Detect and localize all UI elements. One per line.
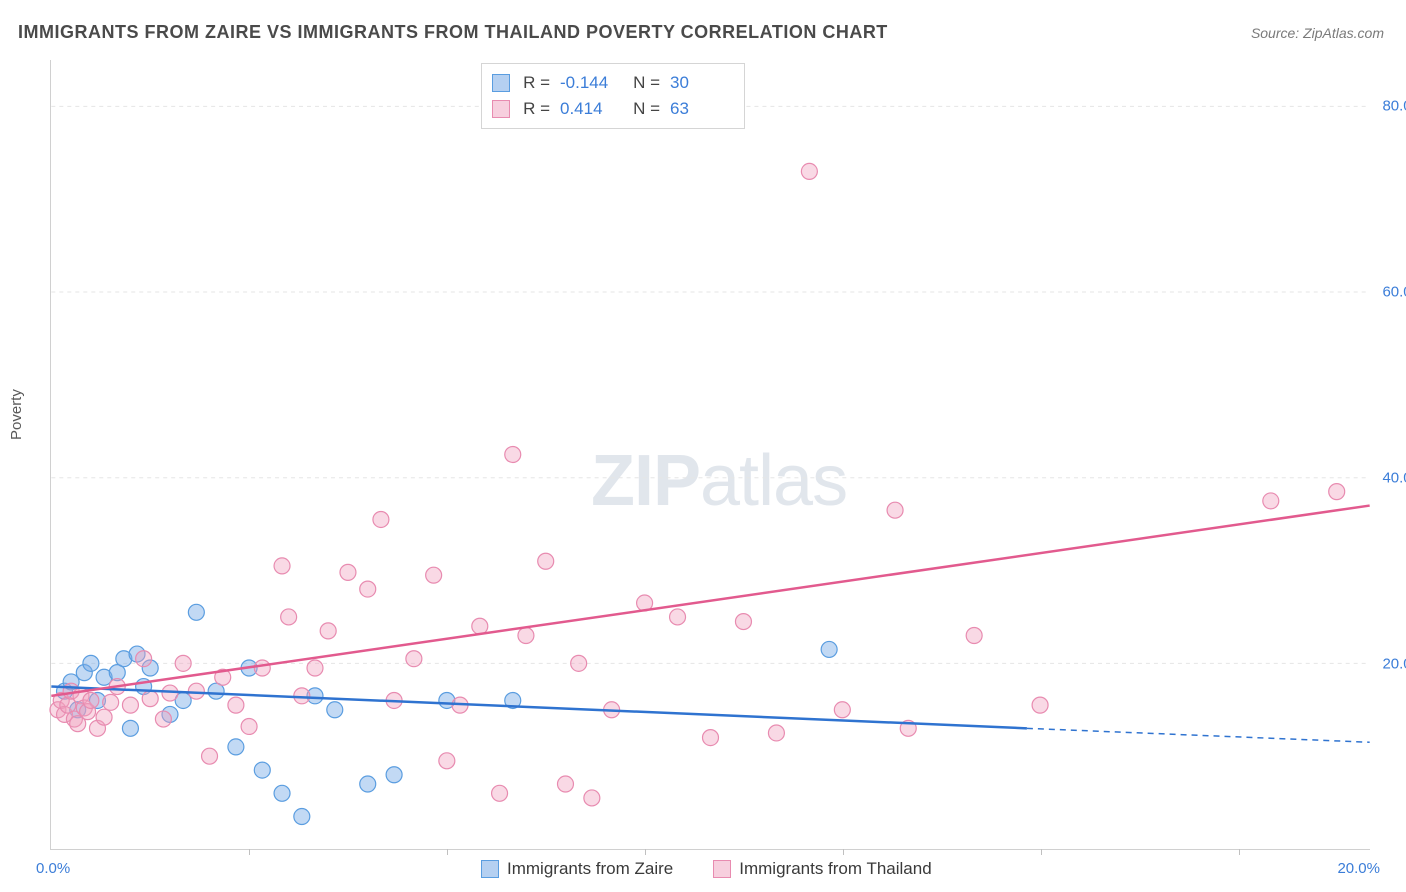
swatch-zaire (492, 74, 510, 92)
chart-plot-area: ZIPatlas R = -0.144 N = 30 R = 0.414 N =… (50, 60, 1370, 850)
legend-swatch-zaire (481, 860, 499, 878)
legend-item-thailand: Immigrants from Thailand (713, 859, 931, 879)
y-axis-label: Poverty (8, 389, 25, 440)
y-tick-label: 20.0% (1382, 656, 1406, 673)
x-axis-max-label: 20.0% (1337, 860, 1380, 877)
x-tick (1239, 849, 1240, 855)
swatch-thailand (492, 100, 510, 118)
x-tick (249, 849, 250, 855)
stat-label-r: R = (520, 96, 550, 122)
source-credit: Source: ZipAtlas.com (1251, 25, 1384, 41)
y-tick-label: 40.0% (1382, 470, 1406, 487)
stat-thailand-r: 0.414 (560, 96, 620, 122)
stat-zaire-r: -0.144 (560, 70, 620, 96)
x-tick (447, 849, 448, 855)
correlation-stats-box: R = -0.144 N = 30 R = 0.414 N = 63 (481, 63, 745, 129)
x-tick (1041, 849, 1042, 855)
x-axis-min-label: 0.0% (36, 860, 70, 877)
legend-item-zaire: Immigrants from Zaire (481, 859, 673, 879)
scatter-svg (51, 60, 1370, 849)
x-tick (843, 849, 844, 855)
stat-label-n: N = (630, 70, 660, 96)
stat-label-r: R = (520, 70, 550, 96)
y-tick-label: 80.0% (1382, 98, 1406, 115)
legend-label-zaire: Immigrants from Zaire (507, 859, 673, 879)
stat-label-n: N = (630, 96, 660, 122)
y-tick-label: 60.0% (1382, 284, 1406, 301)
stat-row-thailand: R = 0.414 N = 63 (492, 96, 730, 122)
legend-swatch-thailand (713, 860, 731, 878)
legend-label-thailand: Immigrants from Thailand (739, 859, 931, 879)
legend: Immigrants from Zaire Immigrants from Th… (481, 859, 932, 879)
stat-zaire-n: 30 (670, 70, 730, 96)
stat-thailand-n: 63 (670, 96, 730, 122)
x-tick (645, 849, 646, 855)
stat-row-zaire: R = -0.144 N = 30 (492, 70, 730, 96)
chart-title: IMMIGRANTS FROM ZAIRE VS IMMIGRANTS FROM… (18, 22, 888, 43)
